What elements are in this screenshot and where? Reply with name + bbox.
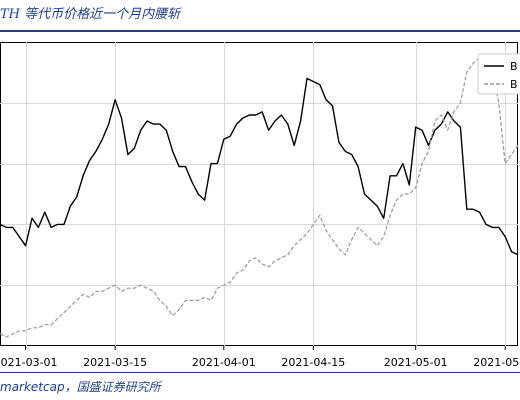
- legend-box: [477, 53, 520, 95]
- legend-label: B: [510, 60, 518, 73]
- plot-area-frame: [0, 42, 518, 346]
- x-tick-label: 2021-04-01: [192, 356, 256, 369]
- price-line-chart: 2021-03-01 2021-03-15 2021-04-01 2021-04-15…: [0, 42, 520, 369]
- legend: BB: [477, 53, 520, 95]
- title-rule: [0, 30, 520, 32]
- chart-title: TH 等代币价格近一个月内腰斩: [0, 7, 181, 22]
- source-rule: [0, 372, 520, 373]
- x-tick-label: 2021-05-01: [384, 356, 448, 369]
- x-tick-label: 2021-05-15: [473, 356, 520, 369]
- gridlines: [0, 42, 518, 346]
- source-note: marketcap，国盛证券研究所: [0, 380, 161, 394]
- x-axis-ticks: 2021-03-01 2021-03-15 2021-04-01 2021-04-15…: [0, 346, 520, 369]
- x-tick-label: 2021-03-01: [0, 356, 58, 369]
- series-line-dashed: [0, 56, 519, 338]
- series-lines: [0, 56, 519, 338]
- legend-label: B: [510, 78, 518, 91]
- x-tick-label: 2021-04-15: [281, 356, 345, 369]
- x-tick-label: 2021-03-15: [83, 356, 147, 369]
